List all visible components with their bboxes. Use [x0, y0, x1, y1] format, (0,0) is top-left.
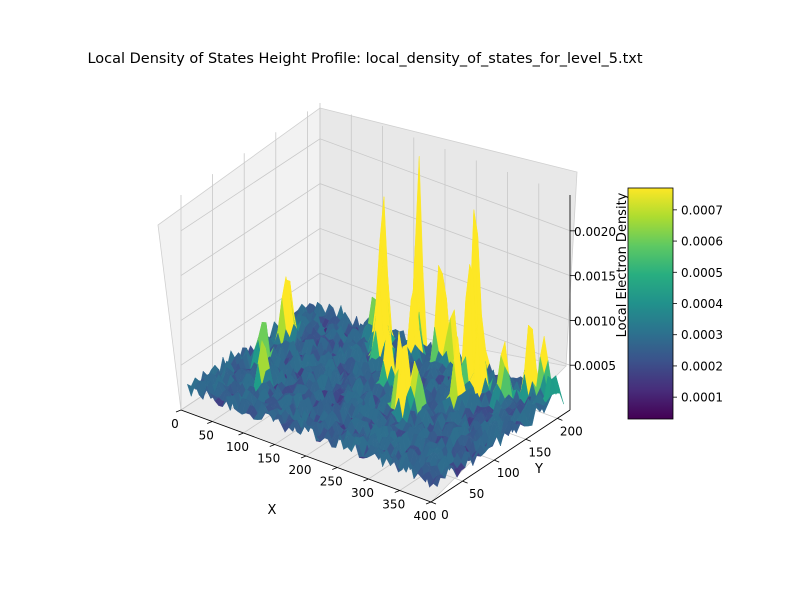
colorbar-tick-label: 0.0001: [681, 391, 723, 405]
z-axis-label: Local Electron Density: [615, 192, 630, 337]
x-tick-label: 0: [171, 417, 179, 431]
x-tick-mark: [363, 478, 369, 482]
x-tick-label: 200: [289, 463, 312, 477]
y-axis-ticks: 0 50 100 150 200: [430, 417, 583, 522]
x-tick-label: 250: [320, 475, 343, 489]
x-tick-label: 150: [257, 452, 280, 466]
colorbar-tick-label: 0.0004: [681, 297, 723, 311]
x-tick-mark: [394, 490, 400, 493]
x-tick-mark: [238, 432, 244, 436]
x-tick-mark: [207, 421, 213, 424]
colorbar-tick-label: 0.0006: [681, 235, 723, 249]
x-tick-label: 300: [351, 486, 374, 500]
y-tick-mark: [525, 438, 531, 442]
y-tick-mark: [494, 459, 500, 463]
colorbar-tick-label: 0.0005: [681, 266, 723, 280]
colorbar: Local Electron Density 0.00010.00020.000…: [615, 187, 723, 420]
z-axis-ticks: 0.0005 0.0010 0.0015 0.0020: [570, 225, 616, 373]
y-tick-mark: [557, 417, 563, 421]
x-axis-label: X: [268, 503, 277, 518]
colorbar-tick-label: 0.0002: [681, 359, 723, 373]
colorbar-ticks: 0.0001 0.0002 0.0003 0.0004 0.0005 0.0006 0.00…: [673, 203, 723, 405]
z-tick-label: 0.0010: [574, 314, 616, 328]
y-tick-label: 200: [560, 424, 583, 438]
x-tick-mark: [300, 455, 307, 459]
x-tick-label: 400: [414, 509, 437, 523]
z-tick-label: 0.0020: [574, 225, 616, 239]
x-tick-label: 100: [226, 440, 249, 454]
colorbar-bar: [627, 187, 674, 420]
y-tick-label: 0: [441, 508, 449, 522]
y-tick-mark: [430, 501, 437, 505]
y-tick-label: 50: [469, 487, 484, 501]
y-tick-label: 100: [497, 466, 520, 480]
z-tick-label: 0.0005: [574, 359, 616, 373]
x-axis-ticks: 0 50 100 150 200 250 300 350 400: [171, 409, 437, 523]
y-tick-label: 150: [528, 445, 551, 459]
density-surface: [186, 156, 564, 488]
z-tick-label: 0.0015: [574, 270, 616, 284]
x-tick-label: 350: [382, 498, 405, 512]
axes-3d: 0 50 100 150 200 250 300 350 400 0 50 100 150 200 0.…: [157, 103, 616, 523]
colorbar-tick-label: 0.0003: [681, 328, 723, 342]
colorbar-tick-label: 0.0007: [681, 203, 723, 217]
chart-title: Local Density of States Height Profile: …: [87, 51, 642, 67]
x-tick-label: 50: [199, 429, 214, 443]
x-tick-mark: [425, 501, 432, 505]
x-tick-mark: [175, 409, 182, 413]
y-axis-label: Y: [534, 462, 543, 477]
x-tick-mark: [332, 467, 338, 470]
surface-cell: [433, 474, 442, 488]
y-tick-mark: [462, 480, 468, 484]
x-tick-mark: [269, 444, 275, 447]
